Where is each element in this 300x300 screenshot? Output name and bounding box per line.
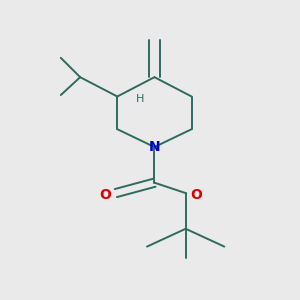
Text: O: O [190,188,202,202]
Text: H: H [135,94,144,104]
Text: N: N [148,140,160,154]
Text: O: O [99,188,111,202]
